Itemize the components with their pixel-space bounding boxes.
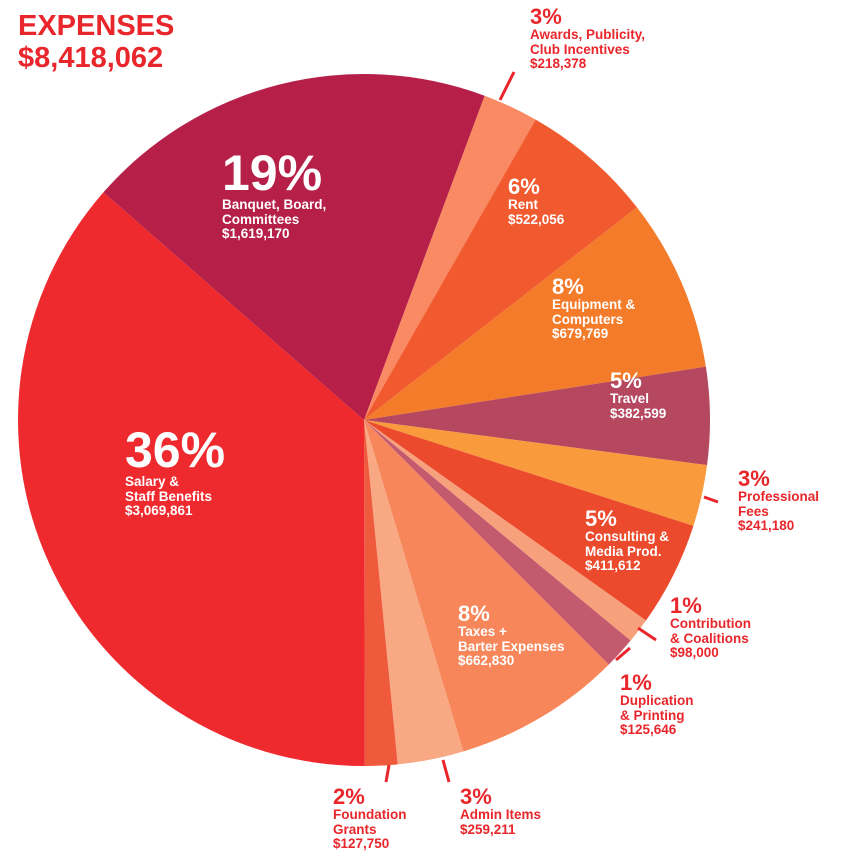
slice-label: 6%Rent$522,056	[508, 176, 564, 227]
percent-label: 8%	[458, 603, 565, 625]
slice-label: 1%Contribution & Coalitions$98,000	[670, 595, 751, 661]
category-label: Foundation Grants	[333, 808, 406, 837]
value-label: $125,646	[620, 723, 694, 738]
slice-label: 5%Travel$382,599	[610, 370, 666, 421]
value-label: $679,769	[552, 327, 635, 342]
slice-label: 3%Admin Items$259,211	[460, 786, 541, 837]
category-label: Travel	[610, 392, 666, 407]
category-label: Professional Fees	[738, 490, 819, 519]
chart: EXPENSES $8,418,062 3%Awards, Publicity,…	[0, 0, 854, 867]
percent-label: 5%	[610, 370, 666, 392]
percent-label: 19%	[222, 148, 326, 198]
value-label: $1,619,170	[222, 227, 326, 242]
percent-label: 1%	[670, 595, 751, 617]
slice-label: 3%Awards, Publicity, Club Incentives$218…	[530, 6, 645, 72]
percent-label: 1%	[620, 672, 694, 694]
slice-label: 36%Salary & Staff Benefits$3,069,861	[125, 425, 225, 519]
value-label: $259,211	[460, 823, 541, 838]
category-label: Awards, Publicity, Club Incentives	[530, 28, 645, 57]
value-label: $98,000	[670, 646, 751, 661]
slice-label: 1%Duplication & Printing$125,646	[620, 672, 694, 738]
value-label: $218,378	[530, 57, 645, 72]
category-label: Salary & Staff Benefits	[125, 475, 225, 504]
leader-line	[704, 497, 718, 502]
value-label: $522,056	[508, 213, 564, 228]
category-label: Duplication & Printing	[620, 694, 694, 723]
slice-label: 3%Professional Fees$241,180	[738, 468, 819, 534]
category-label: Contribution & Coalitions	[670, 617, 751, 646]
leader-line	[386, 765, 389, 782]
slice-label: 19%Banquet, Board, Committees$1,619,170	[222, 148, 326, 242]
value-label: $3,069,861	[125, 504, 225, 519]
value-label: $241,180	[738, 519, 819, 534]
percent-label: 3%	[460, 786, 541, 808]
value-label: $662,830	[458, 654, 565, 669]
category-label: Rent	[508, 198, 564, 213]
chart-title: EXPENSES	[18, 12, 174, 41]
leader-line	[638, 628, 656, 640]
percent-label: 2%	[333, 786, 406, 808]
percent-label: 8%	[552, 276, 635, 298]
category-label: Admin Items	[460, 808, 541, 823]
chart-subtitle: $8,418,062	[18, 44, 163, 73]
slice-label: 5%Consulting & Media Prod.$411,612	[585, 508, 669, 574]
value-label: $411,612	[585, 559, 669, 574]
percent-label: 5%	[585, 508, 669, 530]
slice-label: 8%Equipment & Computers$679,769	[552, 276, 635, 342]
category-label: Consulting & Media Prod.	[585, 530, 669, 559]
percent-label: 36%	[125, 425, 225, 475]
percent-label: 3%	[530, 6, 645, 28]
slice-label: 2%Foundation Grants$127,750	[333, 786, 406, 852]
leader-line	[500, 72, 514, 100]
value-label: $382,599	[610, 407, 666, 422]
leader-line	[443, 760, 449, 782]
percent-label: 6%	[508, 176, 564, 198]
slice-label: 8%Taxes + Barter Expenses$662,830	[458, 603, 565, 669]
value-label: $127,750	[333, 837, 406, 852]
percent-label: 3%	[738, 468, 819, 490]
category-label: Banquet, Board, Committees	[222, 198, 326, 227]
category-label: Taxes + Barter Expenses	[458, 625, 565, 654]
category-label: Equipment & Computers	[552, 298, 635, 327]
